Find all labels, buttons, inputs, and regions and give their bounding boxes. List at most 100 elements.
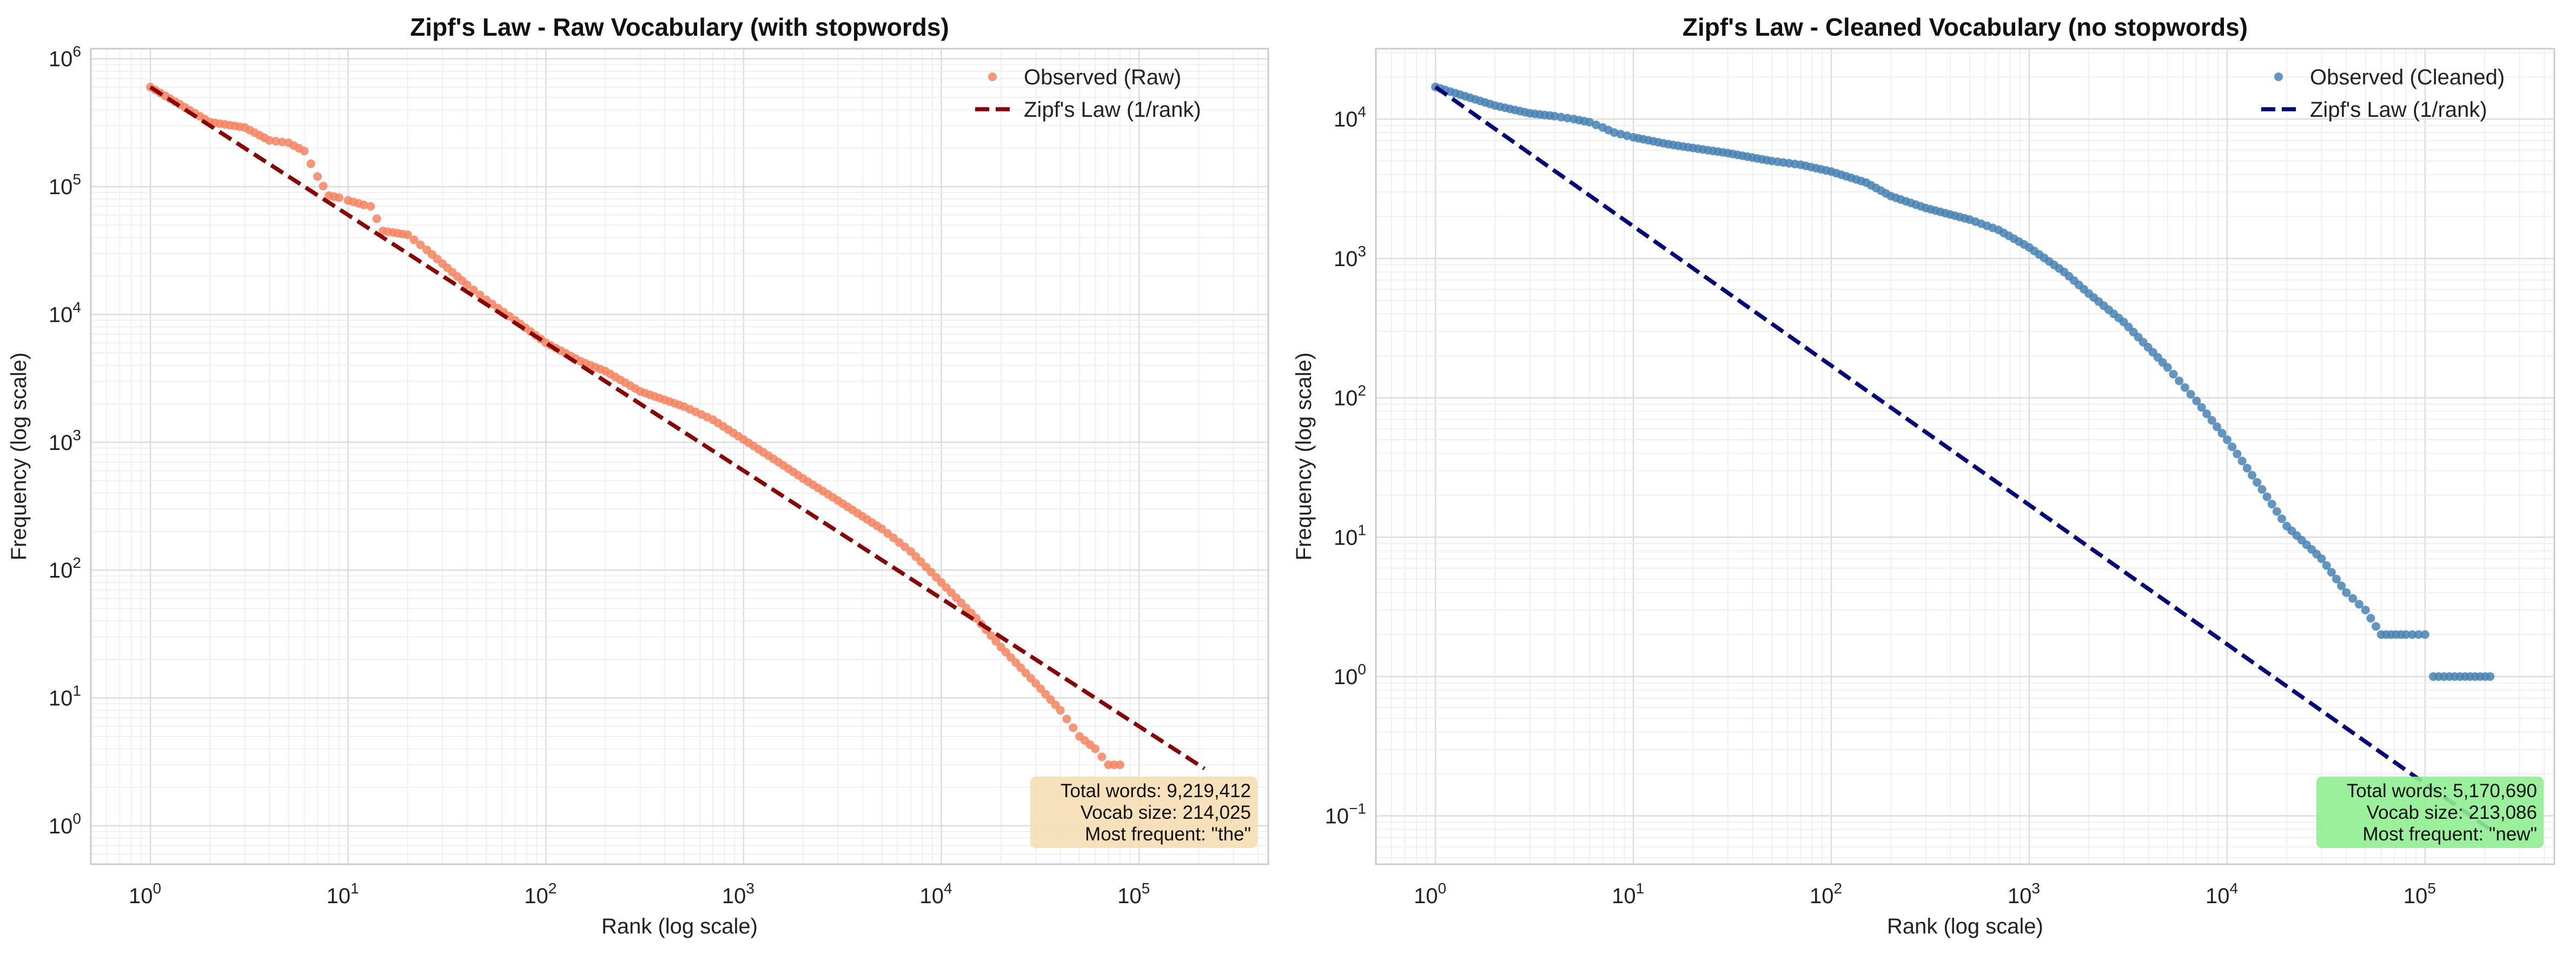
data-point-fill (2197, 403, 2206, 412)
data-point-fill (475, 290, 485, 300)
legend-marker-swatch (988, 72, 997, 81)
x-tick-label: 105 (1117, 880, 1150, 908)
legend-label: Zipf's Law (1/rank) (1024, 98, 1201, 122)
grid-lines (90, 49, 1268, 865)
y-tick-label: 104 (49, 299, 81, 327)
data-point-fill (2169, 369, 2178, 379)
data-point-fill (2372, 622, 2381, 631)
data-point-fill (2207, 416, 2216, 425)
data-point-fill (2277, 514, 2287, 524)
x-tick-label: 101 (1612, 880, 1644, 908)
legend: Observed (Raw) Zipf's Law (1/rank) (975, 65, 1201, 122)
x-tick-label: 105 (2403, 880, 2436, 908)
stats-annotation-line: Vocab size: 214,025 (1081, 802, 1251, 823)
legend-label: Zipf's Law (1/rank) (2310, 98, 2487, 122)
data-point-fill (1062, 714, 1071, 724)
data-point-fill (1069, 723, 1078, 732)
y-tick-label: 100 (49, 810, 81, 838)
data-point (2163, 363, 2172, 372)
x-axis-label: Rank (log scale) (601, 915, 758, 938)
stats-annotation-line: Total words: 5,170,690 (2347, 780, 2537, 801)
data-point-fill (2233, 449, 2242, 459)
y-tick-label: 104 (1334, 103, 1366, 131)
data-point-fill (2248, 471, 2257, 480)
y-tick-label: 103 (49, 427, 81, 455)
data-point-fill (2366, 614, 2375, 623)
data-point-fill (2272, 507, 2281, 516)
data-point-fill (277, 137, 287, 147)
x-tick-label: 100 (1414, 880, 1446, 908)
axes-frame (1375, 48, 2555, 865)
zipf-reference-line (1434, 85, 2492, 831)
data-point (313, 172, 322, 181)
x-tick-label: 104 (2206, 880, 2238, 908)
chart-title: Zipf's Law - Raw Vocabulary (with stopwo… (410, 13, 949, 41)
axes-frame (90, 48, 1269, 865)
data-point-fill (2186, 389, 2195, 399)
data-point-fill (2180, 383, 2189, 392)
data-point (2192, 396, 2201, 406)
data-point (300, 147, 309, 156)
y-tick-label: 103 (1334, 243, 1366, 271)
data-point-fill (2253, 478, 2262, 487)
data-point (403, 230, 412, 240)
y-tick-label: 10−1 (1325, 800, 1366, 829)
data-point-fill (2337, 581, 2346, 591)
stats-annotation-line: Total words: 9,219,412 (1061, 780, 1251, 801)
x-tick-label: 103 (2008, 880, 2040, 908)
y-tick-label: 106 (49, 43, 81, 71)
data-point-fill (2327, 568, 2336, 577)
data-point (2222, 435, 2231, 445)
x-tick-label: 102 (524, 880, 557, 908)
data-point-fill (1563, 114, 1572, 123)
stats-annotation-line: Most frequent: "new" (2362, 824, 2537, 845)
data-point (1056, 706, 1065, 715)
x-axis-label: Rank (log scale) (1887, 915, 2043, 938)
stats-annotation-box (1030, 777, 1257, 848)
data-point-fill (2228, 442, 2237, 452)
y-tick-label: 101 (49, 682, 81, 710)
y-tick-label: 105 (49, 171, 81, 199)
data-point-fill (469, 286, 478, 295)
x-tick-label: 104 (920, 880, 952, 908)
y-tick-label: 102 (1334, 382, 1366, 410)
data-point-fill (2267, 500, 2276, 509)
stats-annotation-line: Most frequent: "the" (1085, 824, 1251, 845)
data-point-fill (416, 240, 425, 249)
data-point-fill (2414, 630, 2423, 639)
data-point (2420, 630, 2429, 639)
data-point (334, 193, 343, 202)
data-point (366, 202, 375, 211)
data-point-fill (2242, 463, 2251, 473)
x-tick-label: 101 (327, 880, 359, 908)
data-point (2257, 485, 2267, 494)
data-point-fill (306, 159, 315, 168)
legend-label: Observed (Cleaned) (2310, 65, 2505, 89)
data-point (1091, 744, 1100, 753)
data-point (971, 614, 981, 623)
data-point-fill (2237, 456, 2247, 466)
legend: Observed (Cleaned) Zipf's Law (1/rank) (2261, 65, 2505, 122)
data-point-fill (1592, 120, 1601, 129)
data-point (265, 136, 274, 145)
legend-label: Observed (Raw) (1024, 65, 1181, 89)
data-point (1585, 117, 1594, 127)
data-point (359, 200, 368, 209)
y-axis-label: Frequency (log scale) (7, 353, 31, 561)
data-point (2342, 588, 2351, 597)
zipf-reference-line (149, 85, 1206, 771)
data-point-fill (986, 631, 996, 640)
x-tick-label: 102 (1810, 880, 1842, 908)
data-point-fill (2348, 594, 2358, 603)
data-point-fill (2202, 409, 2211, 419)
data-point-fill (991, 637, 1001, 646)
chart-panel-1: 100 101 102 103 104 105 100 101 102 103 104 105 106 Z… (7, 13, 1269, 938)
data-point (1550, 111, 1559, 121)
data-point-fill (2262, 492, 2272, 501)
data-point-fill (271, 137, 281, 146)
chart-panel-2: 100 101 102 103 104 105 10−1 100 101 102 103 104 Zip… (1292, 13, 2555, 938)
x-tick-label: 103 (722, 880, 754, 908)
data-point-fill (2175, 376, 2184, 386)
